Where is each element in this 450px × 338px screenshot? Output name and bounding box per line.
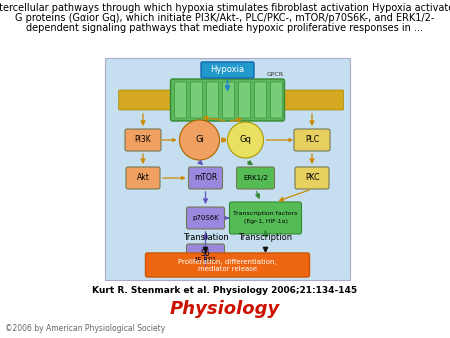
Text: Akt: Akt <box>136 173 149 183</box>
Text: 4E-BP1: 4E-BP1 <box>194 257 217 263</box>
FancyBboxPatch shape <box>175 82 186 118</box>
Text: Intercellular pathways through which hypoxia stimulates fibroblast activation Hy: Intercellular pathways through which hyp… <box>0 3 450 13</box>
Text: Transcription: Transcription <box>238 234 292 242</box>
FancyBboxPatch shape <box>190 82 202 118</box>
Text: Transcription factors: Transcription factors <box>233 212 298 217</box>
Text: ERK1/2: ERK1/2 <box>243 175 268 181</box>
FancyBboxPatch shape <box>125 129 161 151</box>
Text: (Egr-1, HIF-1α): (Egr-1, HIF-1α) <box>243 219 288 224</box>
Text: Physiology: Physiology <box>170 300 280 318</box>
FancyBboxPatch shape <box>186 244 225 268</box>
FancyBboxPatch shape <box>171 79 284 121</box>
FancyBboxPatch shape <box>189 167 222 189</box>
Text: mTOR: mTOR <box>194 173 217 183</box>
Text: ©2006 by American Physiological Society: ©2006 by American Physiological Society <box>5 324 165 333</box>
Text: Gi: Gi <box>195 136 204 145</box>
Text: dependent signaling pathways that mediate hypoxic proliferative responses in ...: dependent signaling pathways that mediat… <box>27 23 423 33</box>
Text: PKC: PKC <box>305 173 319 183</box>
FancyBboxPatch shape <box>126 167 160 189</box>
Text: mediator release: mediator release <box>198 266 257 272</box>
Text: S6: S6 <box>201 248 210 258</box>
Text: Translation: Translation <box>183 234 228 242</box>
FancyBboxPatch shape <box>105 58 350 280</box>
Text: Proliferation, differentiation,: Proliferation, differentiation, <box>178 259 277 265</box>
Text: p70S6K: p70S6K <box>192 215 219 221</box>
FancyBboxPatch shape <box>201 62 254 78</box>
FancyBboxPatch shape <box>295 167 329 189</box>
Text: PI3K: PI3K <box>135 136 151 145</box>
Circle shape <box>228 122 264 158</box>
Text: PLC: PLC <box>305 136 319 145</box>
FancyBboxPatch shape <box>248 90 344 110</box>
FancyBboxPatch shape <box>207 82 219 118</box>
FancyBboxPatch shape <box>294 129 330 151</box>
FancyBboxPatch shape <box>119 90 214 110</box>
Text: Gq: Gq <box>239 136 252 145</box>
Circle shape <box>180 120 220 160</box>
FancyBboxPatch shape <box>238 82 251 118</box>
FancyBboxPatch shape <box>270 82 283 118</box>
FancyBboxPatch shape <box>255 82 266 118</box>
Text: GPCR: GPCR <box>267 72 284 77</box>
FancyBboxPatch shape <box>186 207 225 229</box>
FancyBboxPatch shape <box>222 82 234 118</box>
FancyBboxPatch shape <box>145 253 310 277</box>
FancyBboxPatch shape <box>230 202 302 234</box>
Text: Hypoxia: Hypoxia <box>211 66 244 74</box>
FancyBboxPatch shape <box>237 167 274 189</box>
Text: Kurt R. Stenmark et al. Physiology 2006;21:134-145: Kurt R. Stenmark et al. Physiology 2006;… <box>92 286 358 295</box>
Text: G proteins (Gαior Gq), which initiate PI3K/Akt-, PLC/PKC-, mTOR/p70S6K-, and ERK: G proteins (Gαior Gq), which initiate PI… <box>15 13 435 23</box>
